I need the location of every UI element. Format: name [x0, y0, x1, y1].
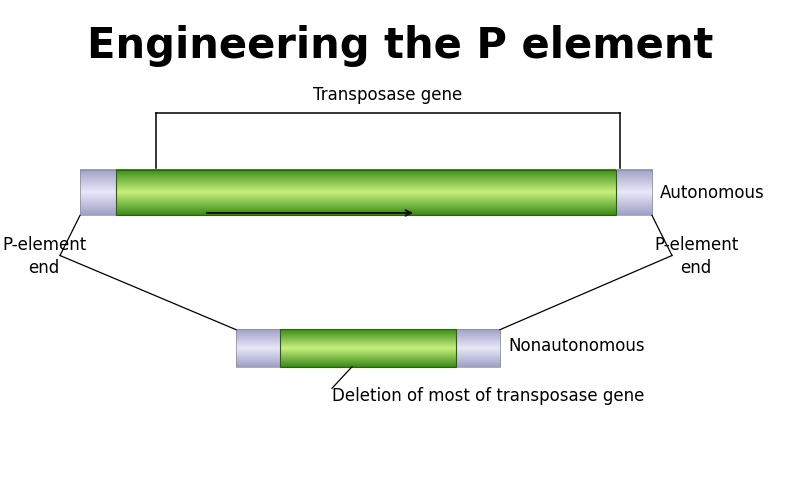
- Bar: [116, 170, 616, 215]
- Text: end: end: [680, 259, 712, 277]
- Text: P-element: P-element: [2, 236, 86, 255]
- Text: Engineering the P element: Engineering the P element: [87, 25, 713, 67]
- Text: Nonautonomous: Nonautonomous: [508, 337, 645, 355]
- Bar: [80, 170, 116, 215]
- Bar: [456, 330, 500, 367]
- Text: P-element: P-element: [654, 236, 738, 255]
- Text: Autonomous: Autonomous: [660, 184, 765, 202]
- Bar: [280, 330, 456, 367]
- Text: Transposase gene: Transposase gene: [314, 86, 462, 104]
- Bar: [616, 170, 652, 215]
- Bar: [236, 330, 280, 367]
- Text: Deletion of most of transposase gene: Deletion of most of transposase gene: [332, 387, 644, 405]
- Text: end: end: [28, 259, 60, 277]
